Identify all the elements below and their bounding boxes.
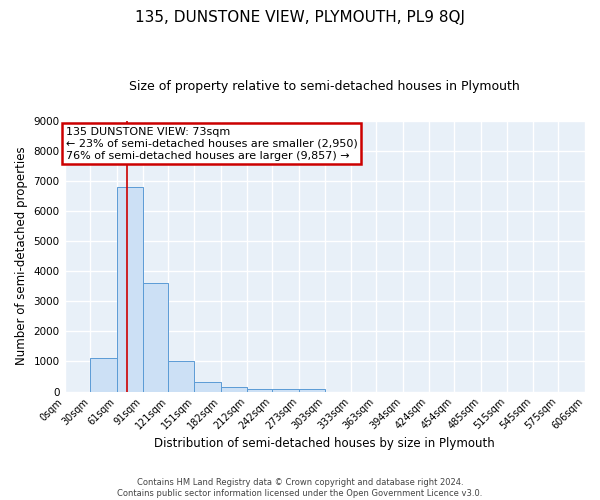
Bar bbox=[169, 362, 194, 392]
Bar bbox=[247, 388, 272, 392]
Bar bbox=[143, 283, 169, 392]
Text: 135 DUNSTONE VIEW: 73sqm
← 23% of semi-detached houses are smaller (2,950)
76% o: 135 DUNSTONE VIEW: 73sqm ← 23% of semi-d… bbox=[65, 128, 358, 160]
Bar bbox=[117, 187, 143, 392]
Bar bbox=[221, 387, 247, 392]
Text: Contains HM Land Registry data © Crown copyright and database right 2024.
Contai: Contains HM Land Registry data © Crown c… bbox=[118, 478, 482, 498]
Bar bbox=[91, 358, 117, 392]
Text: 135, DUNSTONE VIEW, PLYMOUTH, PL9 8QJ: 135, DUNSTONE VIEW, PLYMOUTH, PL9 8QJ bbox=[135, 10, 465, 25]
Title: Size of property relative to semi-detached houses in Plymouth: Size of property relative to semi-detach… bbox=[130, 80, 520, 93]
Bar bbox=[194, 382, 221, 392]
Y-axis label: Number of semi-detached properties: Number of semi-detached properties bbox=[15, 147, 28, 366]
Bar bbox=[272, 390, 299, 392]
Bar bbox=[299, 388, 325, 392]
X-axis label: Distribution of semi-detached houses by size in Plymouth: Distribution of semi-detached houses by … bbox=[154, 437, 495, 450]
